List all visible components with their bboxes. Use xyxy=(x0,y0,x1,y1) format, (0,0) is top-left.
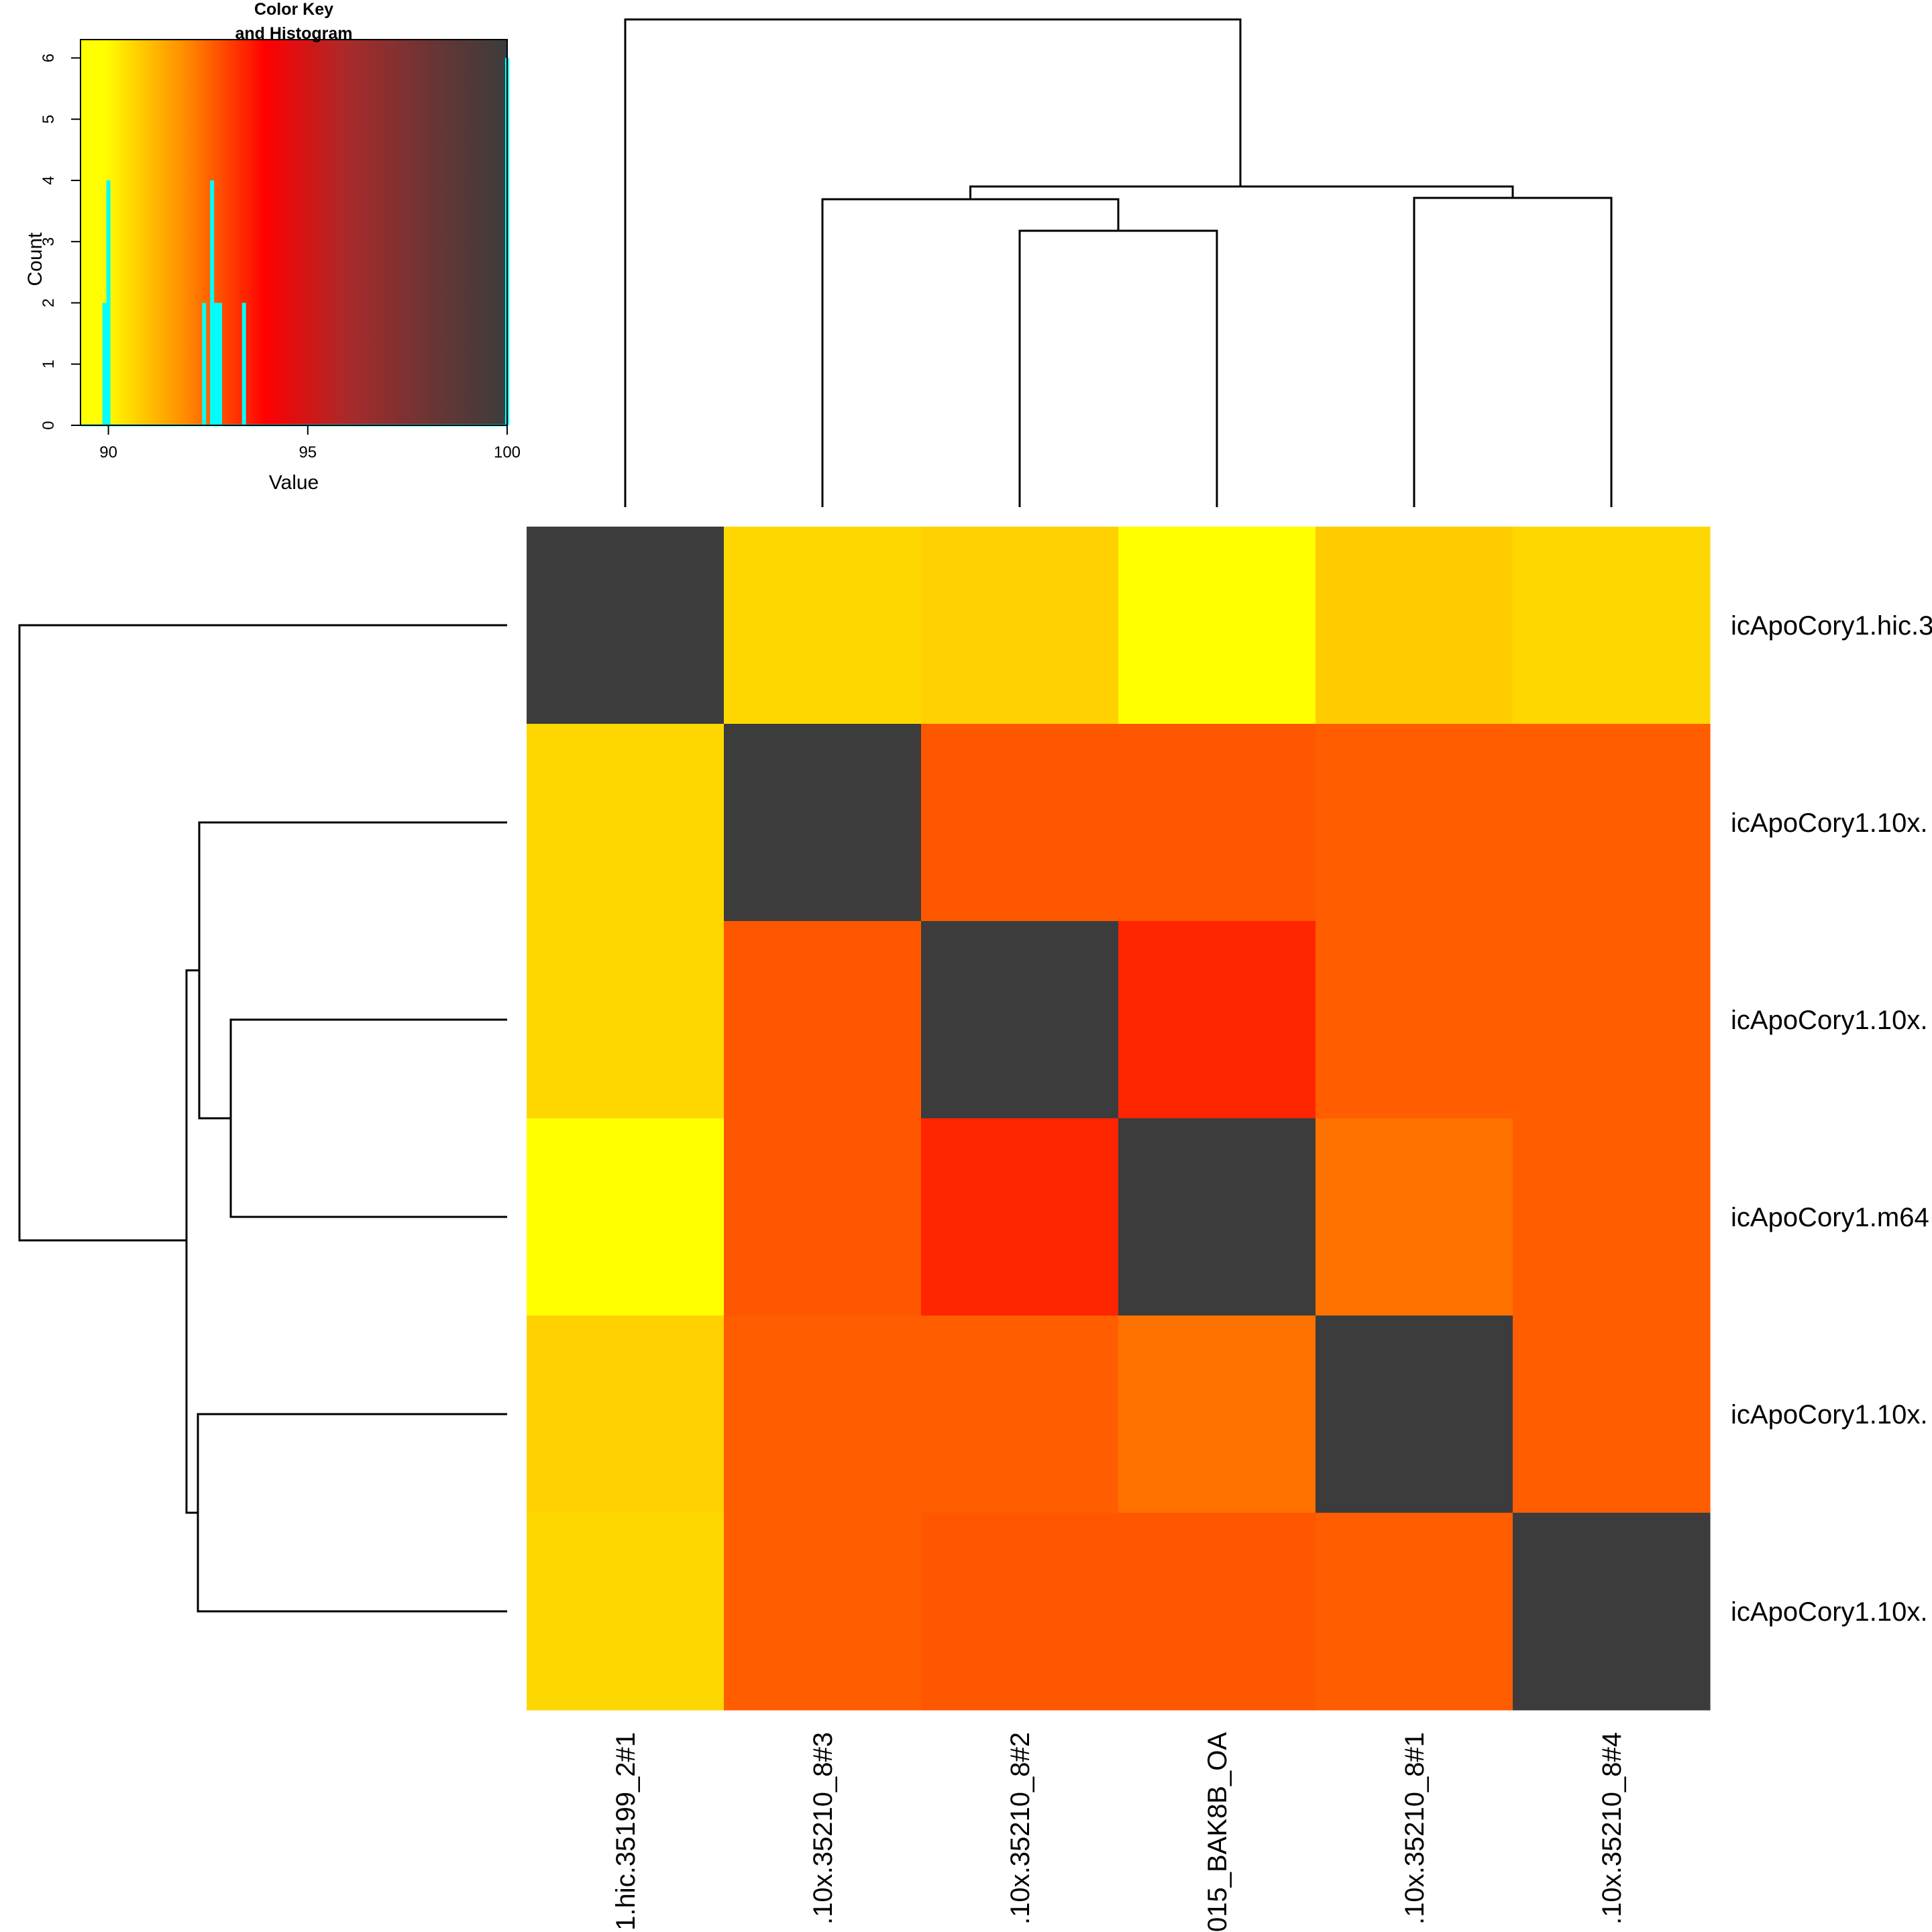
color-key-y-tick-label: 6 xyxy=(40,54,58,62)
heatmap-cell-r5-c1 xyxy=(527,1316,724,1513)
color-key-x-tick-label: 90 xyxy=(99,443,117,462)
heatmap-cell-r6-c3 xyxy=(921,1513,1119,1711)
color-key-y-tick-label: 0 xyxy=(40,421,58,429)
color-key-x-label: Value xyxy=(269,472,319,494)
histogram-bar xyxy=(106,180,111,425)
column-dendrogram xyxy=(624,18,1613,507)
column-dendrogram-branch xyxy=(969,185,1514,199)
column-label: .10x.35210_8#2 xyxy=(1006,1732,1035,1925)
heatmap-cell-r5-c3 xyxy=(921,1316,1119,1513)
column-label: 1.hic.35199_2#1 xyxy=(611,1732,641,1931)
row-dendrogram-branch xyxy=(229,1018,507,1218)
heatmap-cell-r4-c5 xyxy=(1316,1118,1513,1316)
column-dendrogram-branch xyxy=(1018,229,1218,507)
color-key-y-axis: 0 1 2 3 4 5 6 xyxy=(40,54,80,430)
color-key-y-label: Count xyxy=(24,232,46,286)
color-key-y-tick-label: 1 xyxy=(40,360,58,368)
row-labels: icApoCory1.hic.3 icApoCory1.10x. icApoCory… xyxy=(1731,611,1932,1627)
color-key-y-tick-label: 4 xyxy=(40,176,58,184)
heatmap-cell-r6-c1 xyxy=(527,1513,724,1711)
heatmap-cell-r6-c4 xyxy=(1118,1513,1316,1711)
heatmap-cell-r6-c6 xyxy=(1513,1513,1711,1711)
heatmap-cell-r1-c6 xyxy=(1513,527,1711,724)
row-label: icApoCory1.10x. xyxy=(1731,1006,1927,1035)
heatmap-cell-r4-c2 xyxy=(724,1118,922,1316)
column-label: .10x.35210_8#3 xyxy=(808,1732,838,1925)
color-key-y-tick-label: 5 xyxy=(40,115,58,123)
histogram-bar xyxy=(102,303,107,425)
row-dendrogram xyxy=(18,624,507,1613)
column-label: 015_BAK8B_OA xyxy=(1203,1732,1232,1932)
color-key-x-tick-label: 95 xyxy=(299,443,317,462)
color-key-title-line-1: Color Key xyxy=(254,0,333,19)
row-label: icApoCory1.m64 xyxy=(1731,1203,1929,1232)
row-label: icApoCory1.10x. xyxy=(1731,1400,1927,1430)
histogram-bar xyxy=(218,303,223,425)
heatmap-cell-r2-c6 xyxy=(1513,724,1711,922)
heatmap-cell-r3-c6 xyxy=(1513,921,1711,1119)
row-dendrogram-branch xyxy=(198,821,507,1120)
heatmap-cell-r5-c2 xyxy=(724,1316,922,1513)
color-key-x-tick-label: 100 xyxy=(494,443,521,462)
column-dendrogram-branch xyxy=(624,18,1242,507)
heatmap-cell-r6-c5 xyxy=(1316,1513,1513,1711)
row-label: icApoCory1.hic.3 xyxy=(1731,611,1932,641)
histogram-bar xyxy=(202,303,207,425)
heatmap-cell-r2-c2 xyxy=(724,724,922,922)
color-key-strip xyxy=(80,40,507,425)
heatmap-cell-r1-c2 xyxy=(724,527,922,724)
column-label: .10x.35210_8#1 xyxy=(1400,1732,1430,1925)
heatmap-cell-r1-c5 xyxy=(1316,527,1513,724)
heatmap-cell-r5-c5 xyxy=(1316,1316,1513,1513)
heatmap-cell-r2-c4 xyxy=(1118,724,1316,922)
heatmap-cell-r3-c4 xyxy=(1118,921,1316,1119)
heatmap-cell-r1-c3 xyxy=(921,527,1119,724)
row-dendrogram-branch xyxy=(197,1413,507,1613)
row-dendrogram-branch xyxy=(18,624,507,1242)
row-label: icApoCory1.10x. xyxy=(1731,1597,1927,1627)
heatmap-cell-r4-c4 xyxy=(1118,1118,1316,1316)
column-dendrogram-branch xyxy=(1413,197,1613,507)
histogram-bar xyxy=(210,180,215,425)
color-key-y-tick-label: 2 xyxy=(40,299,58,307)
heatmap-cell-r4-c6 xyxy=(1513,1118,1711,1316)
heatmap-cell-r2-c5 xyxy=(1316,724,1513,922)
heatmap-cells xyxy=(527,527,1711,1711)
column-label: .10x.35210_8#4 xyxy=(1597,1732,1627,1925)
heatmap-cell-r5-c6 xyxy=(1513,1316,1711,1513)
heatmap-cell-r3-c1 xyxy=(527,921,724,1119)
heatmap-cell-r1-c4 xyxy=(1118,527,1316,724)
heatmap-cell-r2-c3 xyxy=(921,724,1119,922)
column-labels: 1.hic.35199_2#1 .10x.35210_8#3 .10x.35210_… xyxy=(611,1732,1627,1932)
color-key-x-axis: 90 95 100 xyxy=(99,425,521,462)
color-key-frame xyxy=(80,39,508,426)
heatmap-cell-r3-c5 xyxy=(1316,921,1513,1119)
color-key-y-tick-label: 3 xyxy=(40,237,58,246)
heatmap-cell-r3-c2 xyxy=(724,921,922,1119)
heatmap-cell-r5-c4 xyxy=(1118,1316,1316,1513)
heatmap-cell-r2-c1 xyxy=(527,724,724,922)
heatmap-cell-r4-c3 xyxy=(921,1118,1119,1316)
color-key-title-line-2: and Histogram xyxy=(235,24,352,43)
row-label: icApoCory1.10x. xyxy=(1731,808,1927,838)
histogram-bar xyxy=(241,303,246,425)
heatmap-cell-r3-c3 xyxy=(921,921,1119,1119)
row-dendrogram-branch xyxy=(185,969,199,1514)
heatmap-cell-r6-c2 xyxy=(724,1513,922,1711)
heatmap-cell-r4-c1 xyxy=(527,1118,724,1316)
column-dendrogram-branch xyxy=(821,198,1120,507)
histogram-bar xyxy=(214,303,219,425)
heatmap-cell-r1-c1 xyxy=(527,527,724,724)
